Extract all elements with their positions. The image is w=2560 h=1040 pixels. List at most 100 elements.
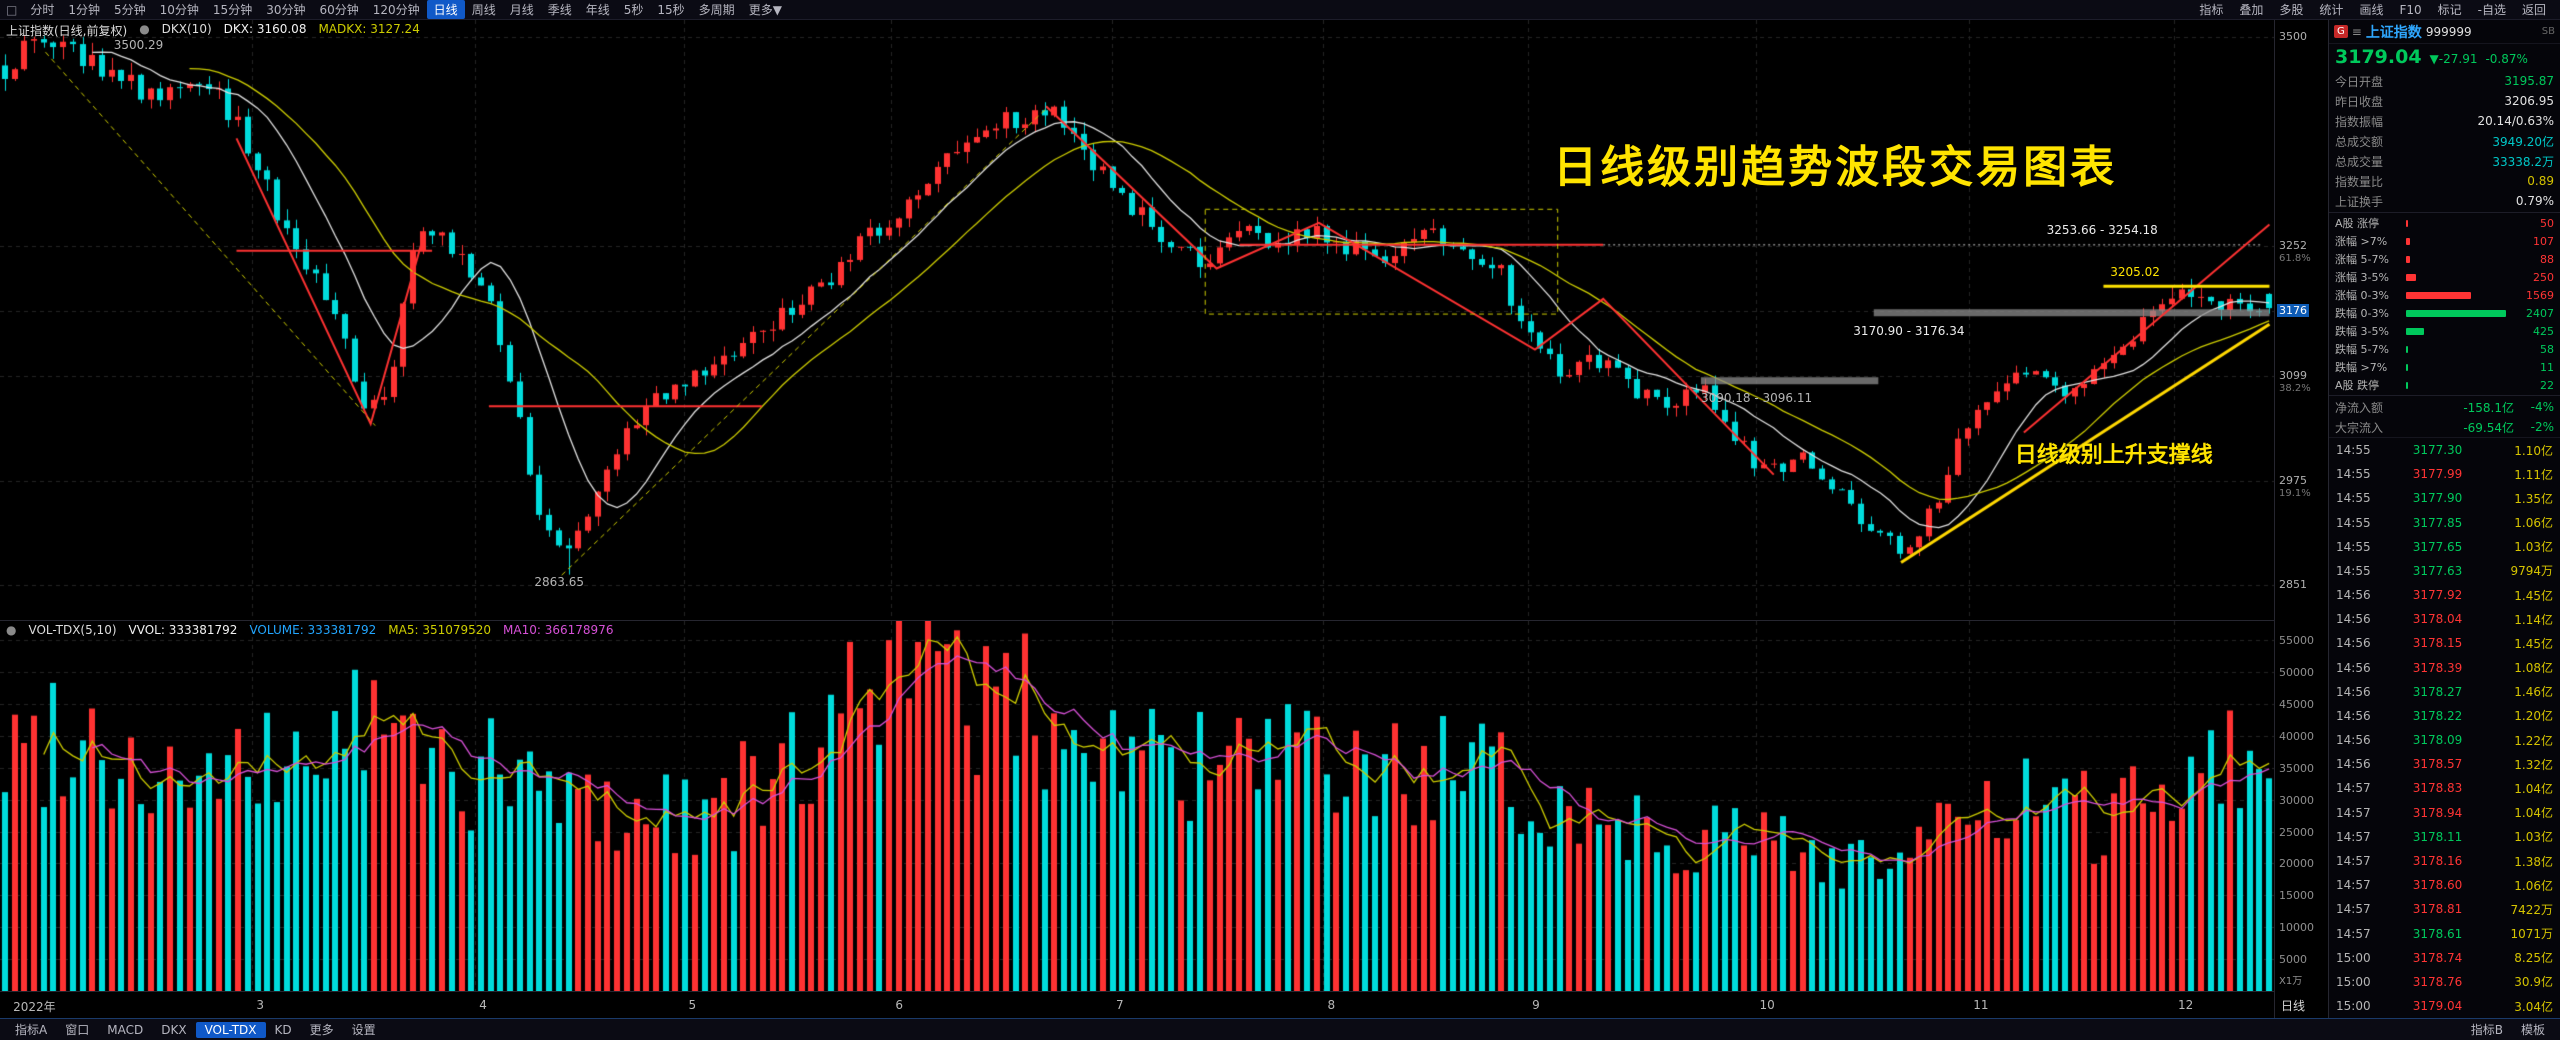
tick-price: 3177.85 bbox=[2412, 515, 2463, 530]
tick-amount: 8.25亿 bbox=[2514, 951, 2553, 966]
volume-axis-label: 10000 bbox=[2279, 921, 2314, 935]
toolbar-action[interactable]: 指标 bbox=[2199, 3, 2224, 17]
info-label: 总成交额 bbox=[2335, 134, 2384, 149]
period-tab[interactable]: 15分钟 bbox=[212, 3, 253, 17]
tick-price: 3178.76 bbox=[2412, 974, 2463, 989]
bottom-tab[interactable]: KD bbox=[274, 1022, 292, 1037]
toolbar-action[interactable]: 叠加 bbox=[2239, 3, 2264, 17]
tick-row[interactable]: 14:56 3178.09 1.22亿 bbox=[2329, 728, 2560, 752]
period-tab[interactable]: 更多▼ bbox=[748, 3, 782, 17]
breadth-bar bbox=[2406, 219, 2408, 227]
tick-row[interactable]: 14:57 3178.16 1.38亿 bbox=[2329, 849, 2560, 873]
tick-row[interactable]: 15:00 3179.04 3.04亿 bbox=[2329, 994, 2560, 1018]
breadth-row: 涨幅 3-5% 250 bbox=[2329, 268, 2560, 286]
period-tab[interactable]: 10分钟 bbox=[159, 3, 199, 17]
tick-price: 3178.16 bbox=[2412, 854, 2463, 868]
tick-time: 14:55 bbox=[2336, 443, 2371, 458]
tick-row[interactable]: 14:57 3178.11 1.03亿 bbox=[2329, 825, 2560, 849]
bottom-tab[interactable]: 更多 bbox=[309, 1023, 334, 1037]
tick-row[interactable]: 14:56 3178.04 1.14亿 bbox=[2329, 607, 2560, 631]
period-tab[interactable]: 1分钟 bbox=[68, 3, 100, 17]
window-icon[interactable]: □ bbox=[6, 2, 18, 17]
tick-amount: 3.04亿 bbox=[2514, 999, 2553, 1014]
tick-row[interactable]: 14:57 3178.94 1.04亿 bbox=[2329, 801, 2560, 825]
price-change: ▼-27.91 bbox=[2429, 52, 2478, 66]
period-tab[interactable]: 多周期 bbox=[698, 3, 735, 17]
bottom-tab[interactable]: 窗口 bbox=[65, 1023, 90, 1037]
tick-row[interactable]: 15:00 3178.76 30.9亿 bbox=[2329, 970, 2560, 994]
tick-row[interactable]: 14:56 3178.15 1.45亿 bbox=[2329, 631, 2560, 655]
period-tab[interactable]: 15秒 bbox=[657, 3, 685, 17]
menu-icon[interactable]: ≡ bbox=[2351, 24, 2362, 39]
tick-row[interactable]: 15:00 3178.74 8.25亿 bbox=[2329, 946, 2560, 970]
breadth-value: 107 bbox=[2533, 234, 2554, 248]
tick-price: 3178.94 bbox=[2412, 805, 2463, 820]
tick-row[interactable]: 14:56 3177.92 1.45亿 bbox=[2329, 583, 2560, 607]
g-badge[interactable]: G bbox=[2334, 25, 2348, 38]
toolbar-action[interactable]: 标记 bbox=[2437, 3, 2462, 17]
tick-time: 14:56 bbox=[2336, 757, 2371, 772]
tick-amount: 1.35亿 bbox=[2514, 491, 2553, 506]
y-axis-fib-label: 61.8% bbox=[2279, 253, 2311, 265]
bottom-tab[interactable]: VOL-TDX bbox=[195, 1021, 266, 1038]
tick-time: 15:00 bbox=[2336, 950, 2371, 965]
info-label: 昨日收盘 bbox=[2335, 94, 2384, 109]
period-tab[interactable]: 120分钟 bbox=[372, 3, 420, 17]
y-axis-price-label: 3500 bbox=[2279, 29, 2307, 43]
volume-unit-label: X1万 bbox=[2279, 976, 2303, 987]
tick-row[interactable]: 14:57 3178.61 1071万 bbox=[2329, 921, 2560, 945]
bottom-tab[interactable]: 指标B bbox=[2470, 1023, 2503, 1037]
bottom-tab[interactable]: 模板 bbox=[2520, 1023, 2545, 1037]
period-tab[interactable]: 30分钟 bbox=[266, 3, 306, 17]
toolbar-action[interactable]: 多股 bbox=[2279, 3, 2304, 17]
tick-row[interactable]: 14:55 3177.30 1.10亿 bbox=[2329, 438, 2560, 462]
toolbar-action[interactable]: F10 bbox=[2399, 2, 2422, 17]
period-tab[interactable]: 日线 bbox=[426, 0, 465, 19]
tick-row[interactable]: 14:57 3178.81 7422万 bbox=[2329, 897, 2560, 921]
info-value: 20.14/0.63% bbox=[2477, 114, 2554, 128]
period-tab[interactable]: 5秒 bbox=[623, 3, 644, 17]
tick-row[interactable]: 14:55 3177.99 1.11亿 bbox=[2329, 462, 2560, 486]
volume-axis-label: 50000 bbox=[2279, 666, 2314, 680]
tick-row[interactable]: 14:56 3178.27 1.46亿 bbox=[2329, 680, 2560, 704]
period-tab[interactable]: 分时 bbox=[30, 3, 55, 17]
period-tab[interactable]: 周线 bbox=[471, 3, 496, 17]
x-axis-label: 5 bbox=[688, 998, 697, 1012]
period-tab[interactable]: 60分钟 bbox=[319, 3, 359, 17]
period-tab[interactable]: 季线 bbox=[547, 3, 572, 17]
breadth-row: A股 涨停 50 bbox=[2329, 214, 2560, 232]
tick-row[interactable]: 14:57 3178.60 1.06亿 bbox=[2329, 873, 2560, 897]
tick-row[interactable]: 14:55 3177.90 1.35亿 bbox=[2329, 486, 2560, 510]
tick-row[interactable]: 14:56 3178.57 1.32亿 bbox=[2329, 752, 2560, 776]
candlestick-canvas[interactable] bbox=[0, 20, 2274, 620]
bottom-tab[interactable]: 设置 bbox=[351, 1023, 376, 1037]
corner-icon[interactable]: SB bbox=[2541, 26, 2555, 37]
bottom-tab[interactable]: DKX bbox=[161, 1022, 187, 1037]
bottom-tab[interactable]: 指标A bbox=[15, 1023, 48, 1037]
breadth-label: 跌幅 5-7% bbox=[2335, 343, 2389, 356]
tick-price: 3178.27 bbox=[2412, 684, 2463, 699]
bottom-tab[interactable]: MACD bbox=[107, 1022, 144, 1037]
toolbar-action[interactable]: 返回 bbox=[2521, 3, 2546, 17]
tick-time: 14:57 bbox=[2336, 902, 2371, 917]
index-name[interactable]: 上证指数 bbox=[2365, 24, 2422, 41]
tick-amount: 1.06亿 bbox=[2514, 516, 2553, 531]
period-tab[interactable]: 年线 bbox=[585, 3, 610, 17]
breadth-row: 跌幅 0-3% 2407 bbox=[2329, 304, 2560, 322]
period-tab[interactable]: 月线 bbox=[509, 3, 534, 17]
tick-row[interactable]: 14:55 3177.65 1.03亿 bbox=[2329, 535, 2560, 559]
tick-row[interactable]: 14:55 3177.63 9794万 bbox=[2329, 559, 2560, 583]
tick-row[interactable]: 14:56 3178.22 1.20亿 bbox=[2329, 704, 2560, 728]
tick-row[interactable]: 14:57 3178.83 1.04亿 bbox=[2329, 776, 2560, 800]
toolbar-action[interactable]: 统计 bbox=[2319, 3, 2344, 17]
tick-row[interactable]: 14:56 3178.39 1.08亿 bbox=[2329, 656, 2560, 680]
tick-price: 3178.60 bbox=[2412, 878, 2463, 893]
breadth-label: A股 涨停 bbox=[2335, 217, 2380, 230]
breadth-row: A股 跌停 22 bbox=[2329, 376, 2560, 394]
toolbar-action[interactable]: -自选 bbox=[2477, 3, 2506, 17]
tick-row[interactable]: 14:55 3177.85 1.06亿 bbox=[2329, 511, 2560, 535]
toolbar-action[interactable]: 画线 bbox=[2359, 3, 2384, 17]
tick-amount: 9794万 bbox=[2510, 564, 2553, 579]
period-tab[interactable]: 5分钟 bbox=[114, 3, 146, 17]
volume-canvas[interactable] bbox=[0, 621, 2274, 991]
